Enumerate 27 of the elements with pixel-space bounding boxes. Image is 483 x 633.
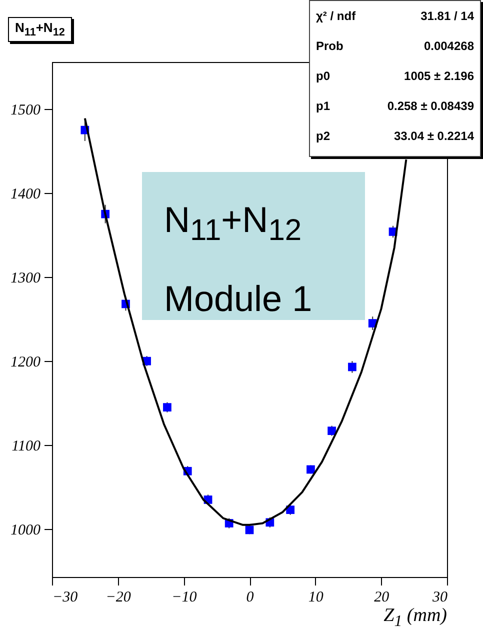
x-axis-title: Z$_{1}$ (mm) [384,605,447,631]
y-tick-label: 1500 [10,102,41,119]
y-tick-label: 1200 [10,354,41,371]
x-tick-label: −20 [106,590,132,606]
x-tick-label: 20 [374,590,390,606]
annotation: Module 1 [164,277,314,322]
text: 0.004268 [422,38,475,55]
y-tick-label: 1400 [10,186,41,203]
x-tick-label: −10 [172,590,198,606]
text: Prob [315,38,344,55]
annotation: 0.258 ± 0.08439 [386,98,475,115]
y-tick-label: 1000 [10,522,41,539]
annotation: p1 [315,98,332,115]
text: χ² / ndf [315,8,357,25]
y-tick-label: 1100 [12,438,41,455]
annotation: 1005 ± 2.196 [403,68,475,85]
annotation: 33.04 ± 0.2214 [393,128,475,145]
x-tick-label: −30 [52,590,78,606]
annotation: p0 [315,68,332,85]
text: 31.81 / 14 [420,8,475,25]
annotation: p2 [315,128,332,145]
x-tick-label: 10 [308,590,324,606]
x-tick-label: 30 [432,590,448,606]
chart-title: N$_{11}$+N$_{12}$ [8,17,72,42]
annotation: N$_{11}$+N$_{12}$ [164,198,303,250]
y-tick-label: 1300 [10,270,41,287]
x-tick-label: 0 [246,590,254,606]
